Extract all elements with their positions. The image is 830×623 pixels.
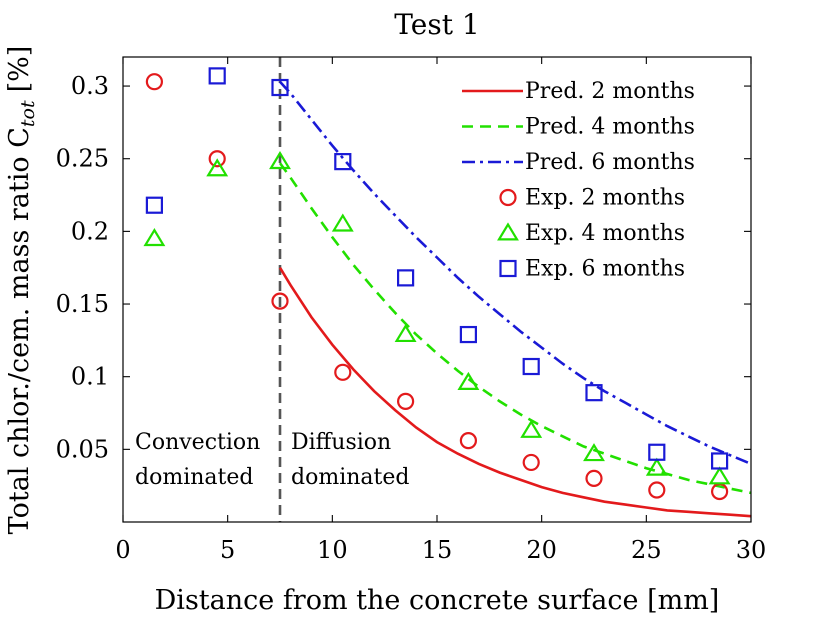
series-line-1 [278,267,752,518]
annotation-convection-line2: dominated [135,465,253,490]
data-point-triangle [331,213,354,232]
data-point-triangle [708,466,731,485]
data-point-circle [585,469,603,488]
data-point-triangle [583,443,605,462]
data-point-circle [397,392,415,410]
axis-ticks-layer: 0 5 10 15 20 25 30 0.05 0.1 0.15 0.2 0.25 0.3 [56,57,767,564]
data-point-square [145,196,163,214]
legend-label: Pred. 6 months [525,150,695,175]
legend-label: Exp. 6 months [525,257,685,282]
annotation-diffusion-line2: dominated [291,465,409,490]
y-tick-label: 0.3 [71,72,109,100]
legend-marker-swatch [499,259,517,278]
data-point-square [710,452,729,470]
data-point-triangle [206,158,229,177]
annotation-diffusion-line1: Diffusion [291,430,391,455]
data-point-square [208,67,226,85]
legend: Pred. 2 months Pred. 4 months Pred. 6 mont… [462,79,695,282]
legend-label: Exp. 4 months [525,221,685,246]
data-point-square [648,443,666,461]
data-point-circle [334,363,352,381]
y-axis-label-main: Total chlor./cem. mass ratio C [4,127,35,534]
x-tick-label: 30 [736,536,767,564]
legend-label: Exp. 2 months [525,186,685,211]
y-tick-label: 0.25 [56,145,109,173]
data-point-triangle [269,151,291,170]
data-point-square [271,78,289,97]
plot-area [143,57,752,522]
legend-marker-swatch [499,188,517,207]
data-point-circle [271,292,289,310]
annotation-layer: Convection dominated Diffusion dominated [135,430,409,490]
data-point-circle [208,150,226,168]
data-point-square [397,269,415,287]
y-tick-label: 0.2 [71,217,109,245]
data-point-triangle [645,457,668,476]
data-point-square [459,325,477,344]
x-tick-label: 25 [631,536,662,564]
data-point-circle [648,481,666,499]
data-point-triangle [457,371,480,390]
legend-marker-swatch [497,222,519,241]
data-point-square [522,357,540,376]
data-point-square [585,384,603,402]
y-axis-label-unit: [%] [4,46,35,93]
data-point-triangle [394,323,417,343]
x-axis-label: Distance from the concrete surface [mm] [155,585,720,616]
annotation-convection-line1: Convection [135,430,260,455]
data-point-circle [459,432,477,450]
data-point-triangle [143,228,166,247]
x-tick-label: 5 [220,536,235,564]
legend-label: Pred. 4 months [525,115,695,140]
y-tick-label: 0.1 [71,363,109,391]
data-point-square [334,153,352,171]
data-point-circle [522,453,540,472]
y-tick-label: 0.15 [56,290,109,318]
series-line-2 [278,162,752,495]
x-tick-label: 20 [526,536,557,564]
legend-label: Pred. 2 months [525,79,695,104]
x-tick-label: 10 [317,536,348,564]
y-tick-label: 0.05 [56,435,109,463]
data-point-circle [145,73,163,91]
x-tick-label: 15 [422,536,453,564]
experiment-markers-layer [143,67,731,501]
y-axis-label: Total chlor./cem. mass ratio Ctot [%] [4,46,39,535]
x-tick-label: 0 [115,536,130,564]
data-point-triangle [520,419,543,438]
y-axis-label-subscript: tot [17,100,39,127]
chart-title: Test 1 [394,8,479,41]
